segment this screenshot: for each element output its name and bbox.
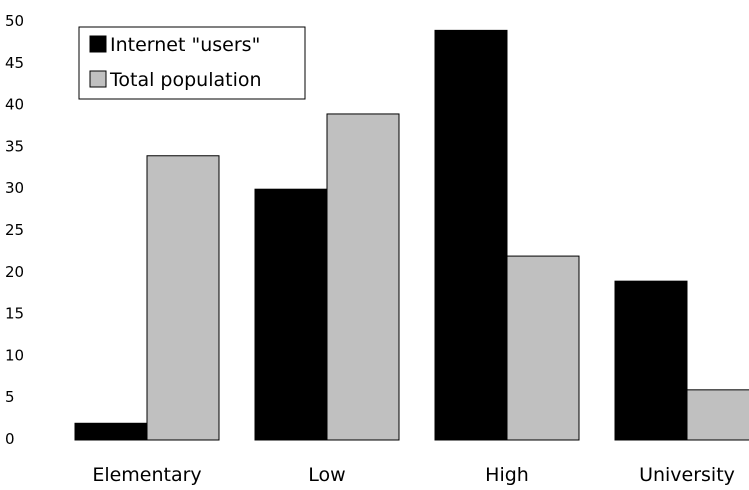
y-tick-label-30: 30: [5, 179, 24, 197]
legend-swatch-series-1: [89, 35, 107, 53]
y-axis-ticks: 0 5 10 15 20 25 30 35 40 45 50: [5, 12, 24, 448]
bar-low-series-2: [326, 113, 400, 441]
y-tick-label-35: 35: [5, 137, 24, 155]
legend-label-series-1: Internet "users": [110, 34, 260, 56]
y-tick-label-40: 40: [5, 96, 24, 114]
x-category-label-low: Low: [308, 464, 345, 486]
y-tick-label-15: 15: [5, 305, 24, 323]
y-tick-label-45: 45: [5, 54, 24, 72]
y-tick-label-10: 10: [5, 346, 24, 364]
bar-university-series-1: [614, 280, 688, 441]
y-tick-label-5: 5: [5, 388, 15, 406]
x-category-label-university: University: [639, 464, 735, 486]
x-category-label-elementary: Elementary: [92, 464, 201, 486]
legend: Internet "users" Total population: [78, 26, 306, 100]
bar-low-series-1: [254, 188, 328, 441]
legend-label-series-2: Total population: [109, 69, 262, 91]
bars-group: [74, 29, 749, 441]
legend-swatch-series-2: [89, 70, 107, 88]
bar-elementary-series-1: [74, 422, 148, 441]
bar-high-series-2: [506, 255, 580, 441]
bar-university-series-2: [686, 389, 749, 441]
x-category-label-high: High: [485, 464, 529, 486]
y-tick-label-0: 0: [5, 430, 15, 448]
y-tick-label-25: 25: [5, 221, 24, 239]
x-axis-labels: Elementary Low High University: [92, 464, 735, 486]
y-tick-label-20: 20: [5, 263, 24, 281]
legend-box: [78, 26, 306, 100]
y-tick-label-50: 50: [5, 12, 24, 30]
bar-elementary-series-2: [146, 155, 220, 441]
bar-high-series-1: [434, 29, 508, 441]
